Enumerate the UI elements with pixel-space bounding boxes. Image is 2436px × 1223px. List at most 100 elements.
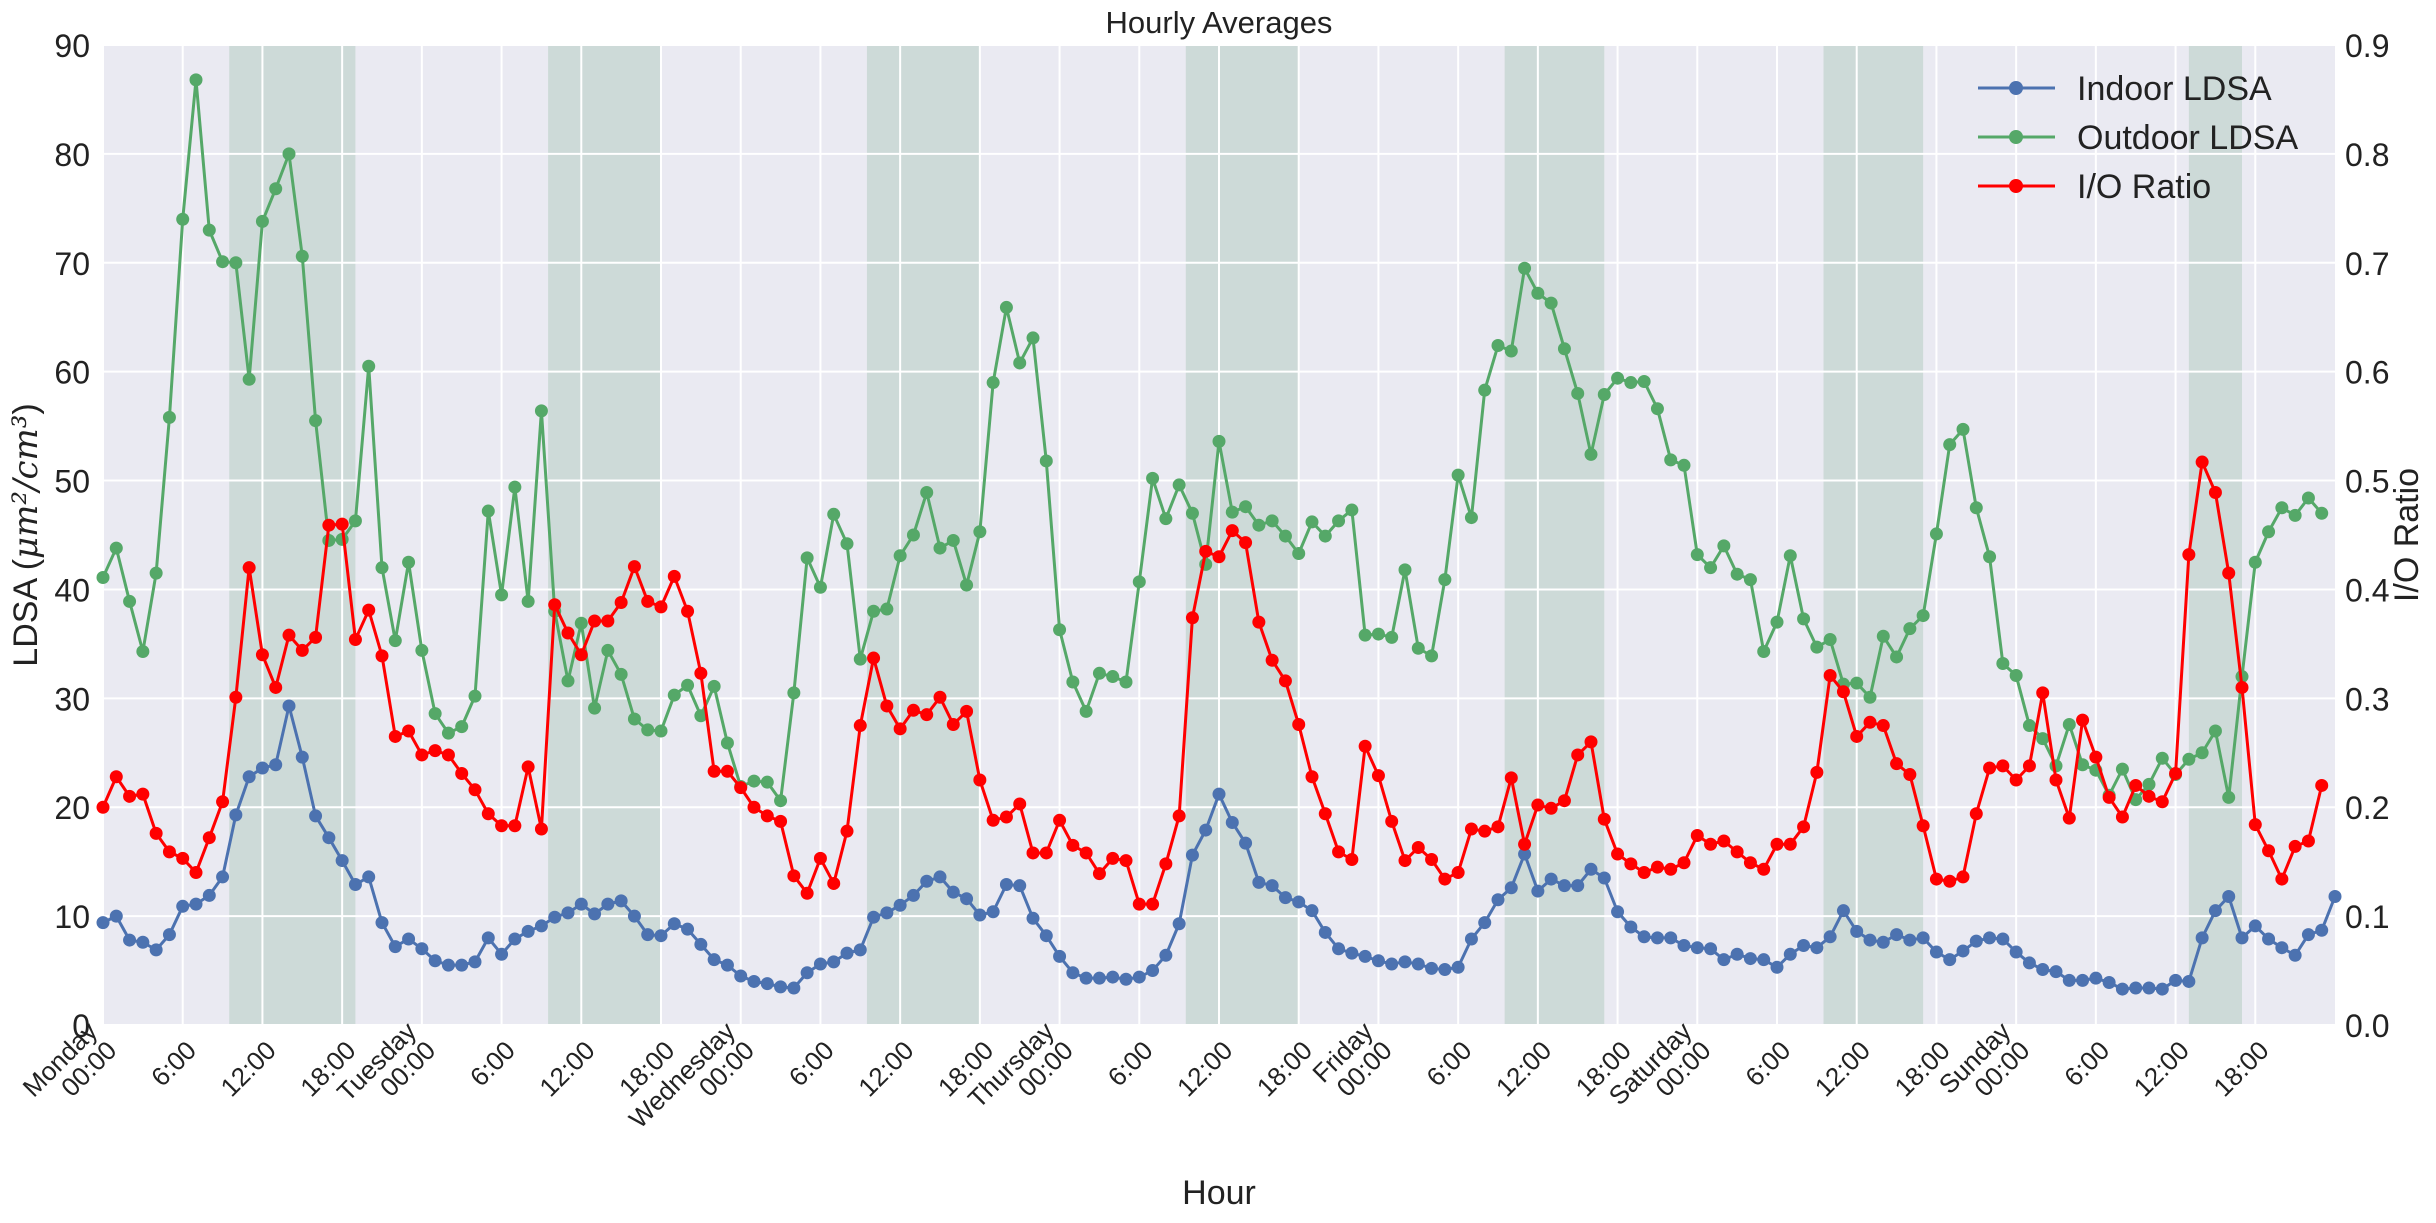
data-point	[455, 766, 469, 780]
series-indoor-ldsa	[96, 699, 2342, 996]
data-point	[1106, 851, 1120, 865]
data-point	[269, 182, 283, 196]
data-point	[2328, 890, 2342, 904]
data-point	[1026, 846, 1040, 860]
data-point	[375, 649, 389, 663]
data-point	[774, 814, 788, 828]
data-point	[1624, 920, 1638, 934]
x-axis-label: Hour	[1182, 1174, 1256, 1212]
data-point	[1943, 874, 1957, 888]
x-tick-label-line: 12:00	[215, 1035, 282, 1102]
shaded-period-2	[866, 45, 980, 1025]
data-point	[1026, 331, 1040, 345]
data-point	[986, 905, 1000, 919]
data-point	[1026, 911, 1040, 925]
data-point	[2169, 973, 2183, 987]
data-point	[920, 874, 934, 888]
data-point	[96, 570, 110, 584]
x-tick-label: 6:00	[1739, 1035, 1796, 1092]
x-tick-label: 6:00	[145, 1035, 202, 1092]
data-point	[1956, 870, 1970, 884]
data-point	[1876, 629, 1890, 643]
data-point	[2009, 668, 2023, 682]
left-y-tick-label: 70	[54, 246, 90, 282]
data-point	[1252, 875, 1266, 889]
data-point	[269, 758, 283, 772]
data-point	[893, 549, 907, 563]
data-point	[2062, 717, 2076, 731]
data-point	[1371, 769, 1385, 783]
right-y-tick-label: 0.5	[2345, 464, 2389, 500]
data-point	[521, 594, 535, 608]
data-point	[1159, 857, 1173, 871]
data-point	[521, 760, 535, 774]
left-y-tick-label: 40	[54, 572, 90, 608]
data-point	[309, 630, 323, 644]
right-y-tick-label: 0.3	[2345, 681, 2389, 717]
data-point	[2102, 790, 2116, 804]
data-point	[1929, 872, 1943, 886]
data-point	[415, 748, 429, 762]
data-point	[1332, 845, 1346, 859]
data-point	[481, 807, 495, 821]
data-point	[1039, 929, 1053, 943]
data-point	[1305, 904, 1319, 918]
data-point	[853, 943, 867, 957]
data-point	[2115, 982, 2129, 996]
data-point	[1292, 547, 1306, 561]
data-point	[109, 770, 123, 784]
right-axis-label: I/O Ratio	[2388, 468, 2426, 602]
data-point	[933, 541, 947, 555]
data-point	[1318, 807, 1332, 821]
data-point	[2315, 923, 2329, 937]
data-point	[1637, 930, 1651, 944]
shaded-period-0	[229, 45, 356, 1025]
data-point	[216, 255, 230, 269]
data-point	[1092, 867, 1106, 881]
data-point	[999, 878, 1013, 892]
data-point	[760, 809, 774, 823]
data-point	[1119, 972, 1133, 986]
data-point	[561, 906, 575, 920]
data-point	[1544, 296, 1558, 310]
data-point	[2288, 508, 2302, 522]
data-point	[774, 794, 788, 808]
data-point	[1146, 964, 1160, 978]
data-point	[255, 648, 269, 662]
right-y-tick-label: 0.9	[2345, 28, 2389, 64]
data-point	[933, 870, 947, 884]
data-point	[176, 899, 190, 913]
data-point	[827, 876, 841, 890]
data-point	[694, 937, 708, 951]
data-point	[574, 897, 588, 911]
data-point	[999, 810, 1013, 824]
data-point	[1996, 759, 2010, 773]
data-point	[1478, 824, 1492, 838]
data-point	[1398, 955, 1412, 969]
data-point	[229, 808, 243, 822]
legend-item: Outdoor LDSA	[1978, 119, 2298, 157]
x-tick-label: 12:00	[533, 1035, 600, 1102]
data-point	[707, 679, 721, 693]
data-point	[1810, 765, 1824, 779]
data-point	[1664, 931, 1678, 945]
legend: Indoor LDSA Outdoor LDSA I/O Ratio	[1978, 70, 2298, 206]
data-point	[720, 764, 734, 778]
data-point	[322, 831, 336, 845]
data-point	[667, 569, 681, 583]
data-point	[1810, 941, 1824, 955]
data-point	[2169, 766, 2183, 780]
data-point	[1504, 344, 1518, 358]
data-point	[1597, 812, 1611, 826]
data-point	[1743, 952, 1757, 966]
data-point	[760, 775, 774, 789]
data-point	[1185, 506, 1199, 520]
left-y-tick-label: 60	[54, 355, 90, 391]
data-point	[1398, 854, 1412, 868]
x-tick-label-line: 6:00	[1420, 1035, 1477, 1092]
data-point	[867, 604, 881, 618]
x-tick-label: 6:00	[2058, 1035, 2115, 1092]
data-point	[986, 813, 1000, 827]
data-point	[853, 719, 867, 733]
data-point	[641, 594, 655, 608]
